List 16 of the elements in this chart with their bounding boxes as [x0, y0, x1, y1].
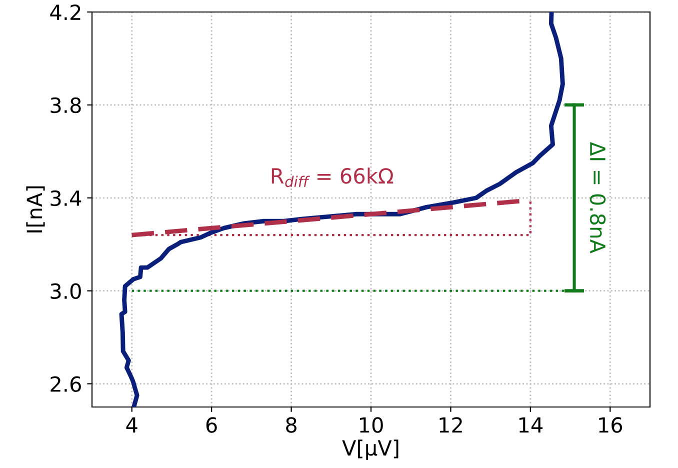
x-tick-label: 6: [206, 417, 217, 433]
annotation: ΔI = 0.8nA: [590, 142, 606, 254]
x-tick-label: 8: [286, 417, 296, 433]
x-tick-label: 4: [126, 417, 138, 433]
x-tick-label: 14: [519, 417, 543, 433]
x-tick-label: 10: [360, 417, 383, 433]
x-axis-title: V[μV]: [342, 440, 398, 460]
y-tick-label: 2.6: [50, 376, 81, 392]
x-tick-label: 12: [440, 417, 462, 433]
y-tick-label: 3.8: [50, 97, 81, 114]
x-tick-label: 16: [599, 417, 622, 433]
y-axis-title: I[nA]: [26, 186, 45, 232]
y-tick-label: 4.2: [50, 4, 80, 20]
annotation: R$_{diff}$ = 66kΩ: [272, 168, 394, 188]
y-tick-label: 3.0: [50, 283, 81, 300]
y-tick-label: 3.4: [50, 190, 82, 206]
